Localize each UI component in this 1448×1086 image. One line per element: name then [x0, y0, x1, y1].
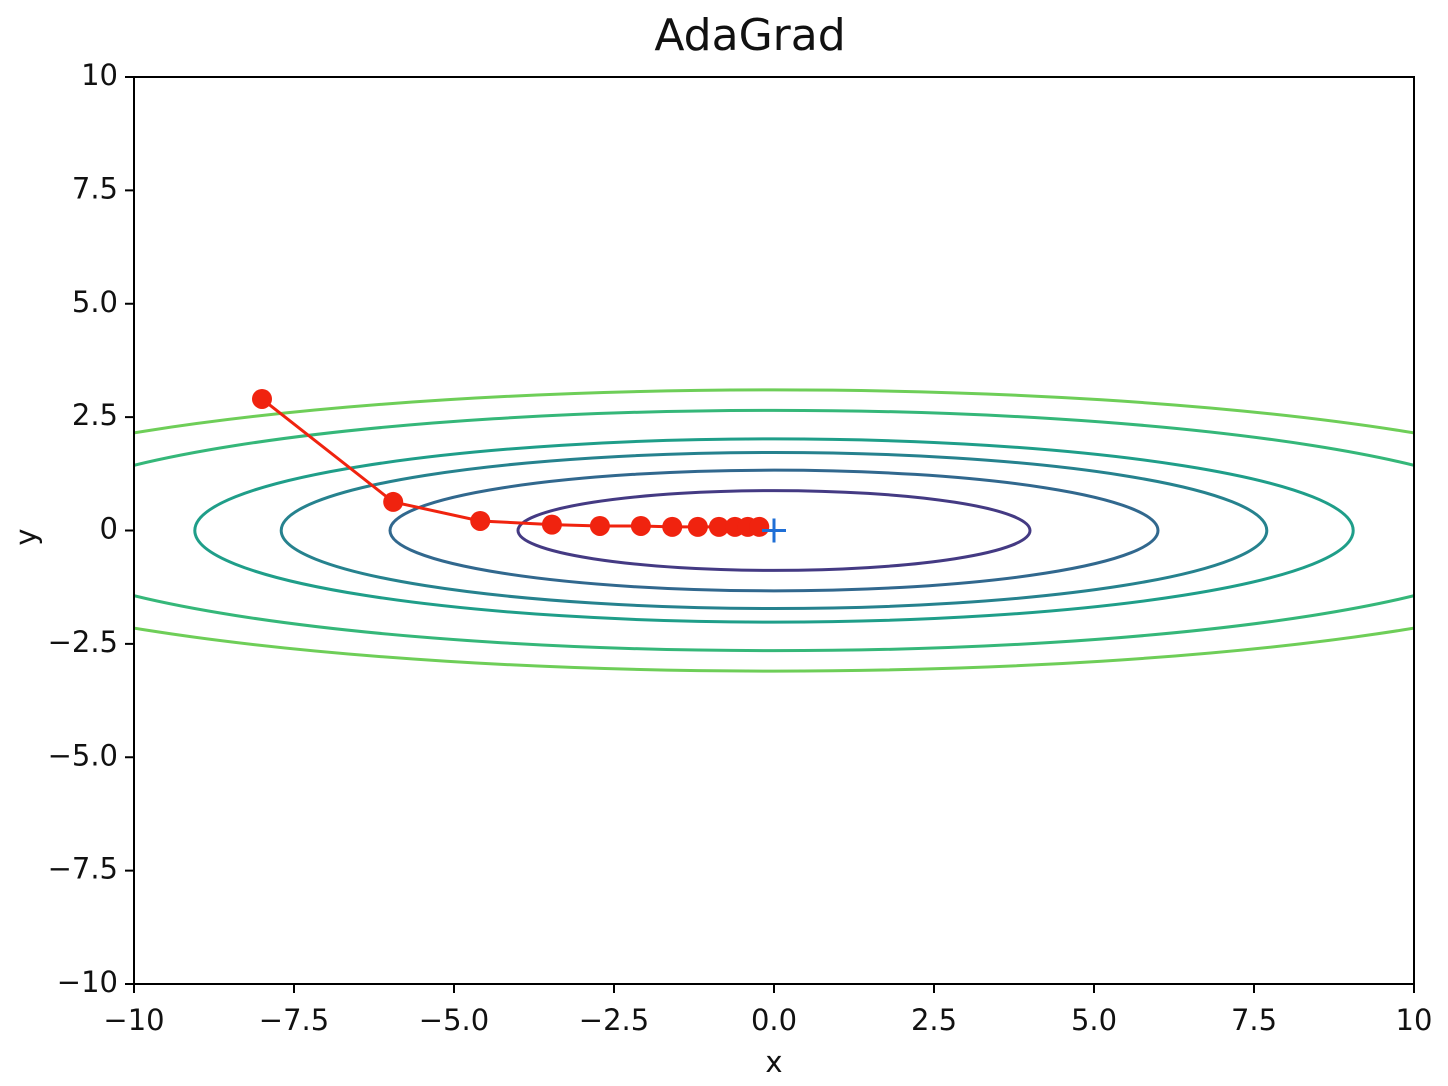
y-tick-label: 5.0: [72, 285, 118, 319]
x-axis-label: x: [765, 1045, 782, 1079]
y-tick-label: 0: [100, 512, 118, 546]
x-tick-label: −10: [103, 1003, 164, 1037]
plot-area: [134, 388, 1414, 673]
x-tick-label: −7.5: [259, 1003, 329, 1037]
path-point: [687, 516, 708, 537]
contour: [134, 388, 1414, 673]
y-tick-label: −5.0: [48, 738, 118, 772]
y-tick-label: 7.5: [72, 171, 118, 205]
contour: [134, 408, 1414, 653]
contour: [193, 437, 1355, 624]
x-tick-label: 5.0: [1071, 1003, 1117, 1037]
path-point: [662, 516, 683, 537]
y-tick-label: 10: [81, 58, 118, 92]
contour: [279, 450, 1269, 611]
y-tick-label: −7.5: [48, 852, 118, 886]
x-tick-label: −2.5: [579, 1003, 649, 1037]
path-point: [589, 515, 610, 536]
y-tick-label: 2.5: [72, 398, 118, 432]
contour: [388, 468, 1160, 593]
x-tick-label: −5.0: [419, 1003, 489, 1037]
path-point: [383, 491, 404, 512]
path-point: [541, 514, 562, 535]
y-tick-label: −2.5: [48, 625, 118, 659]
path-point: [708, 516, 729, 537]
x-tick-label: 2.5: [911, 1003, 957, 1037]
contour: [516, 489, 1032, 572]
x-tick-label: 0.0: [751, 1003, 797, 1037]
path-point: [630, 515, 651, 536]
path-point: [749, 516, 770, 537]
x-tick-label: 7.5: [1231, 1003, 1277, 1037]
path-point: [470, 510, 491, 531]
y-axis-label: y: [9, 528, 43, 545]
y-tick-label: −10: [57, 965, 118, 999]
chart-title: AdaGrad: [654, 10, 845, 61]
minimum-marker: [762, 518, 786, 543]
path-point: [252, 388, 272, 409]
x-tick-label: 10: [1396, 1003, 1433, 1037]
